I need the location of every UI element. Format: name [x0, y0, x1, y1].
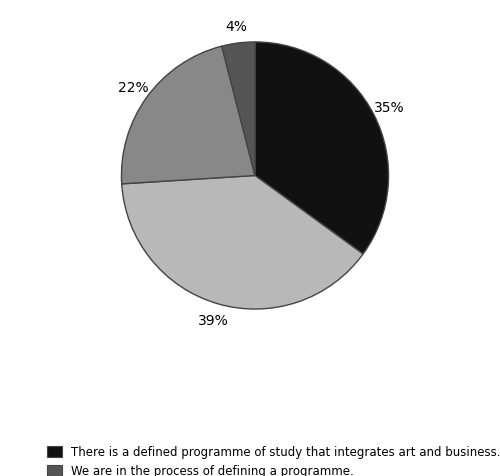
Text: 4%: 4% [225, 20, 247, 34]
Wedge shape [122, 47, 255, 185]
Wedge shape [122, 176, 363, 309]
Text: 22%: 22% [118, 80, 148, 95]
Legend: There is a defined programme of study that integrates art and business., We are : There is a defined programme of study th… [44, 442, 500, 476]
Text: 35%: 35% [374, 101, 405, 115]
Text: 39%: 39% [198, 314, 228, 328]
Wedge shape [255, 43, 388, 255]
Wedge shape [222, 43, 255, 176]
